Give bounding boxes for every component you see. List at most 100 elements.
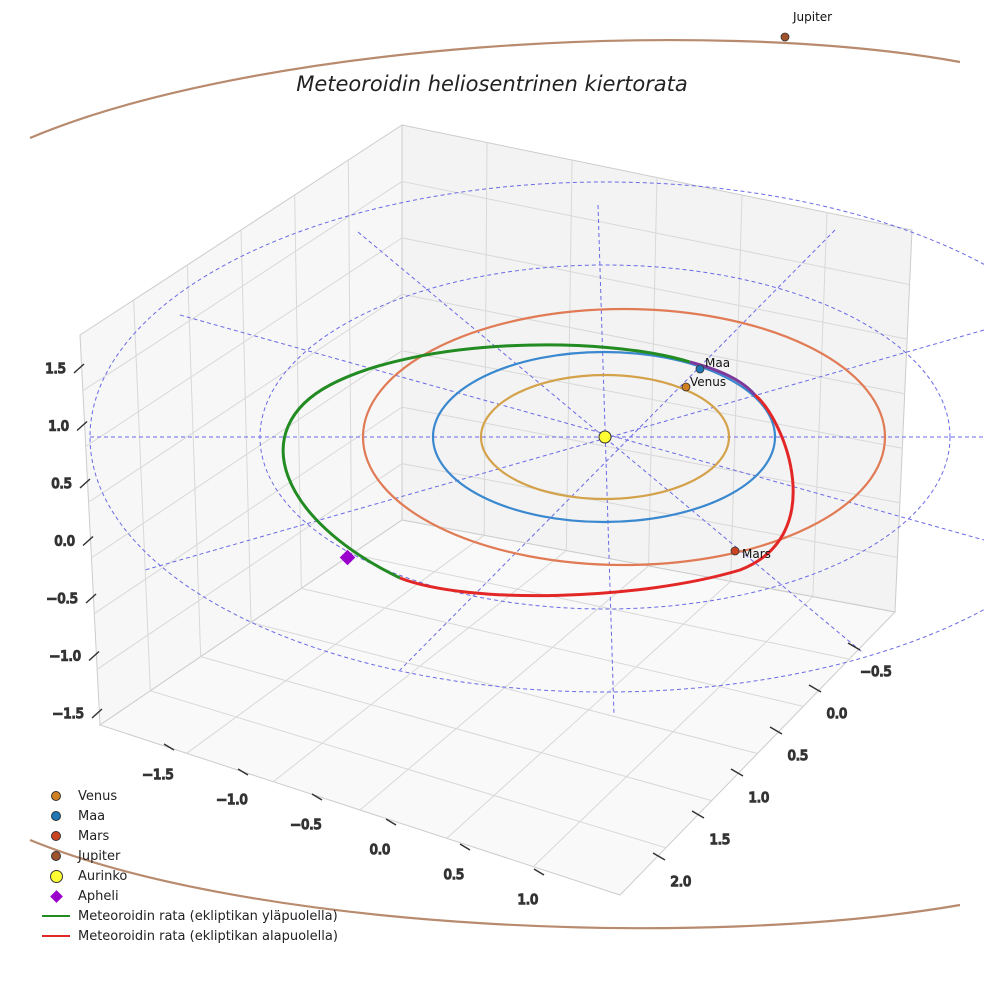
legend-swatch [42,915,70,917]
z-tick-label: 0.5 [51,477,72,492]
y-tick-label: 1.5 [710,833,731,848]
meteoroid-orbit-above [281,343,691,580]
legend-item: Mars [34,826,338,846]
legend-key [34,786,78,806]
z-tick-mark [82,535,94,547]
x-tick-mark [237,768,249,776]
legend-item: Maa [34,806,338,826]
x-tick-label: −1.5 [142,768,174,783]
legend-label: Apheli [78,888,119,904]
venus-orbit [479,373,731,501]
y-tick-label: 0.0 [827,707,848,722]
y-axis-ticks: −0.5 0.0 0.5 1.0 1.5 2.0 [652,642,893,891]
legend: Venus Maa Mars Jupiter Aurinko Apheli Meteoroi… [34,786,338,946]
legend-item: Meteoroidin rata (ekliptikan alapuolella… [34,926,338,946]
z-tick-label: −1.0 [49,650,81,665]
y-tick-label: 2.0 [671,875,692,890]
legend-swatch [49,869,63,883]
legend-label: Jupiter [78,848,121,864]
legend-key [34,806,78,826]
legend-key [34,886,78,906]
legend-item: Venus [34,786,338,806]
legend-item: Aurinko [34,866,338,886]
y-tick-mark [691,810,705,819]
gridline [532,596,814,868]
z-tick-label: −1.5 [52,707,84,722]
ref-spoke [399,229,836,671]
x-tick-mark [459,843,471,851]
venus-marker [681,382,691,392]
jupiter-orbit [29,38,961,930]
legend-label: Meteoroidin rata (ekliptikan alapuolella… [78,928,338,944]
planet-labels: Venus Maa Mars Jupiter [690,10,832,561]
legend-swatch [49,889,63,903]
z-tick-mark [73,363,85,374]
legend-key [34,826,78,846]
z-tick-mark [88,650,100,662]
y-tick-mark [769,726,783,735]
z-tick-mark [85,593,97,604]
venus-label: Venus [690,375,726,389]
ref-spoke [357,231,863,653]
legend-swatch [51,851,61,861]
mars-label: Mars [742,547,771,561]
y-tick-label: 0.5 [788,749,809,764]
x-tick-label: −0.5 [290,818,322,833]
y-tick-mark [730,768,744,777]
gridline [401,237,908,340]
earth-marker [695,364,705,374]
gridline [85,237,403,447]
meteoroid-orbit-below [399,393,795,598]
gridline [186,264,202,657]
gridline [94,406,403,614]
meteoroid-orbit-transition [689,360,757,396]
legend-key [34,846,78,866]
legend-label: Meteoroidin rata (ekliptikan yläpuolella… [78,908,338,924]
z-tick-label: 1.0 [48,420,69,435]
legend-swatch [51,791,61,801]
mars-orbit [361,307,887,567]
gridline [730,194,743,582]
legend-swatch [51,811,61,821]
z-tick-label: 1.5 [45,362,66,377]
gridline [483,142,488,536]
earth-orbit [431,350,777,524]
legend-swatch [51,831,61,841]
planet-markers [681,32,790,556]
z-tick-mark [76,420,88,432]
gridline [812,212,828,597]
x-tick-mark [385,818,397,826]
legend-swatch [42,935,70,937]
gridline [347,159,353,555]
y-tick-mark [652,852,666,861]
y-tick-mark [808,684,822,693]
x-tick-label: 0.0 [370,843,391,858]
gridline [401,350,903,449]
gridline [88,293,403,503]
gridline [401,463,898,558]
gridline [401,180,910,286]
z-tick-label: −0.5 [46,592,78,607]
mars-marker [730,546,740,556]
x-axis-ticks: −1.5 −1.0 −0.5 0.0 0.5 1.0 [141,743,545,909]
x-tick-mark [311,793,323,801]
z-tick-mark [91,708,103,719]
legend-item: Meteoroidin rata (ekliptikan yläpuolella… [34,906,338,926]
chart-title: Meteoroidin heliosentrinen kiertorata [296,72,688,96]
legend-key [34,866,78,886]
jupiter-label: Jupiter [792,10,832,24]
x-tick-label: 1.0 [518,893,539,908]
x-tick-mark [163,743,175,751]
gridline [240,229,252,623]
gridline [96,463,403,670]
z-axis-ticks: 1.5 1.0 0.5 0.0 −0.5 −1.0 −1.5 [45,361,103,723]
legend-item: Apheli [34,886,338,906]
legend-label: Maa [78,808,106,824]
axes-grid [79,124,913,896]
legend-label: Venus [78,788,118,804]
y-tick-mark [847,642,861,651]
legend-key [34,906,78,926]
legend-key [34,926,78,946]
ref-spoke [597,204,615,716]
